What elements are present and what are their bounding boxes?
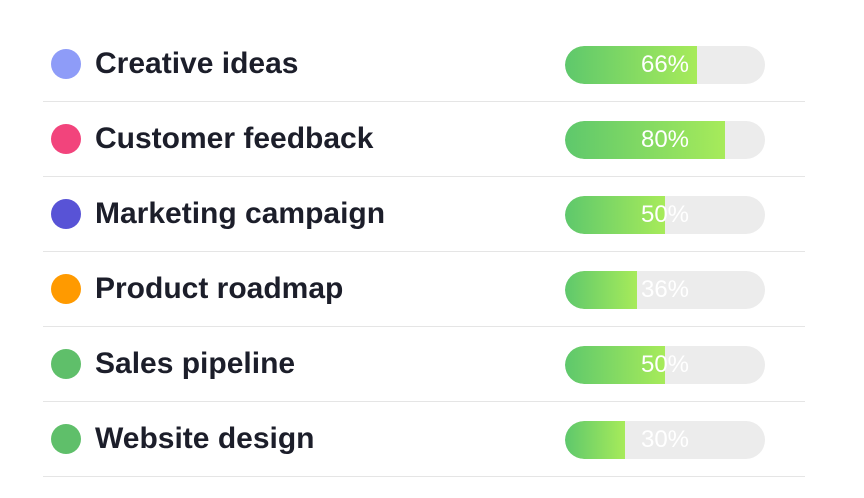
- item-label: Customer feedback: [95, 122, 374, 155]
- color-dot-icon: [51, 199, 81, 229]
- progress-bar: 50%: [565, 346, 765, 384]
- progress-percent: 50%: [640, 201, 690, 228]
- color-dot-icon: [51, 124, 81, 154]
- item-label: Marketing campaign: [95, 197, 386, 230]
- progress-fill: [565, 271, 637, 309]
- progress-bar: 80%: [565, 121, 765, 159]
- color-dot-icon: [51, 349, 81, 379]
- progress-percent: 66%: [640, 51, 690, 78]
- color-dot-icon: [51, 49, 81, 79]
- list-item-creative-ideas: Creative ideas 66%: [43, 27, 805, 102]
- progress-bar: 30%: [565, 421, 765, 459]
- progress-bar: 66%: [565, 46, 765, 84]
- progress-percent: 36%: [640, 276, 690, 303]
- list-item-customer-feedback: Customer feedback 80%: [43, 102, 805, 177]
- item-label: Website design: [95, 422, 315, 455]
- progress-bar: 50%: [565, 196, 765, 234]
- progress-list: Creative ideas 66% Customer feedback 80%…: [43, 27, 805, 477]
- progress-fill: [565, 421, 625, 459]
- progress-percent: 30%: [640, 426, 690, 453]
- progress-fill: [565, 46, 697, 84]
- progress-fill: [565, 121, 725, 159]
- color-dot-icon: [51, 274, 81, 304]
- item-label: Creative ideas: [95, 47, 299, 80]
- progress-percent: 80%: [640, 126, 690, 153]
- list-item-website-design: Website design 30%: [43, 402, 805, 477]
- list-item-marketing-campaign: Marketing campaign 50%: [43, 177, 805, 252]
- item-label: Product roadmap: [95, 272, 344, 305]
- progress-fill: [565, 346, 665, 384]
- item-label: Sales pipeline: [95, 347, 296, 380]
- progress-percent: 50%: [640, 351, 690, 378]
- list-item-product-roadmap: Product roadmap 36%: [43, 252, 805, 327]
- color-dot-icon: [51, 424, 81, 454]
- list-item-sales-pipeline: Sales pipeline 50%: [43, 327, 805, 402]
- progress-bar: 36%: [565, 271, 765, 309]
- progress-fill: [565, 196, 665, 234]
